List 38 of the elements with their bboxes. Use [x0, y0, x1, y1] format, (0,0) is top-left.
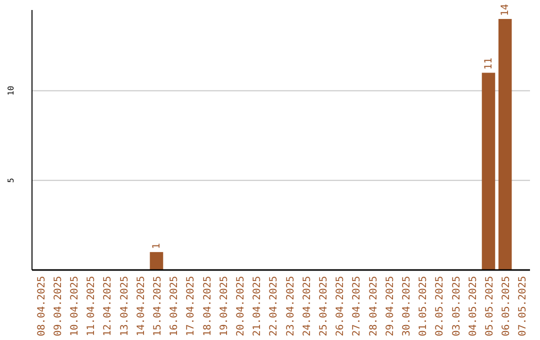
data-label: 1 [152, 243, 162, 250]
x-tick-label: 27.04.2025 [352, 276, 363, 336]
x-tick-label: 08.04.2025 [36, 276, 48, 336]
x-tick-label: 17.04.2025 [186, 276, 197, 336]
bar [150, 252, 164, 270]
x-tick-label: 21.04.2025 [252, 276, 264, 336]
x-tick-label: 09.04.2025 [52, 276, 64, 336]
y-tick-label: 10 [6, 86, 16, 96]
x-tick-label: 20.04.2025 [236, 276, 246, 336]
x-tick-label: 07.05.2025 [518, 276, 529, 336]
x-tick-label: 16.04.2025 [169, 276, 180, 336]
x-tick-label: 30.04.2025 [402, 276, 412, 336]
x-tick-label: 11.04.2025 [86, 276, 98, 336]
x-tick-label: 14.04.2025 [136, 276, 147, 336]
bar [498, 18, 512, 270]
x-tick-label: 28.04.2025 [368, 276, 380, 336]
x-tick-label: 22.04.2025 [268, 276, 280, 336]
x-tick-label: 24.04.2025 [302, 276, 313, 336]
data-label: 14 [500, 4, 512, 16]
x-tick-label: 12.04.2025 [102, 276, 114, 336]
x-tick-label: 10.04.2025 [70, 276, 80, 336]
x-tick-label: 25.04.2025 [318, 276, 330, 336]
x-tick-label: 04.05.2025 [468, 276, 479, 336]
x-tick-label: 15.04.2025 [152, 276, 164, 336]
y-tick-label: 5 [6, 178, 16, 183]
x-tick-label: 18.04.2025 [202, 276, 214, 336]
x-tick-label: 01.05.2025 [418, 276, 430, 336]
data-label: 11 [484, 58, 494, 70]
x-tick-label: 26.04.2025 [335, 276, 346, 336]
x-tick-label: 02.05.2025 [434, 276, 446, 336]
x-tick-label: 23.04.2025 [285, 276, 296, 336]
x-tick-label: 13.04.2025 [119, 276, 130, 336]
x-tick-label: 06.05.2025 [501, 276, 512, 336]
x-tick-label: 03.05.2025 [451, 276, 462, 336]
x-tick-label: 29.04.2025 [384, 276, 396, 336]
x-tick-label: 19.04.2025 [218, 276, 230, 336]
bar [482, 72, 496, 270]
x-tick-label: 05.05.2025 [484, 276, 496, 336]
